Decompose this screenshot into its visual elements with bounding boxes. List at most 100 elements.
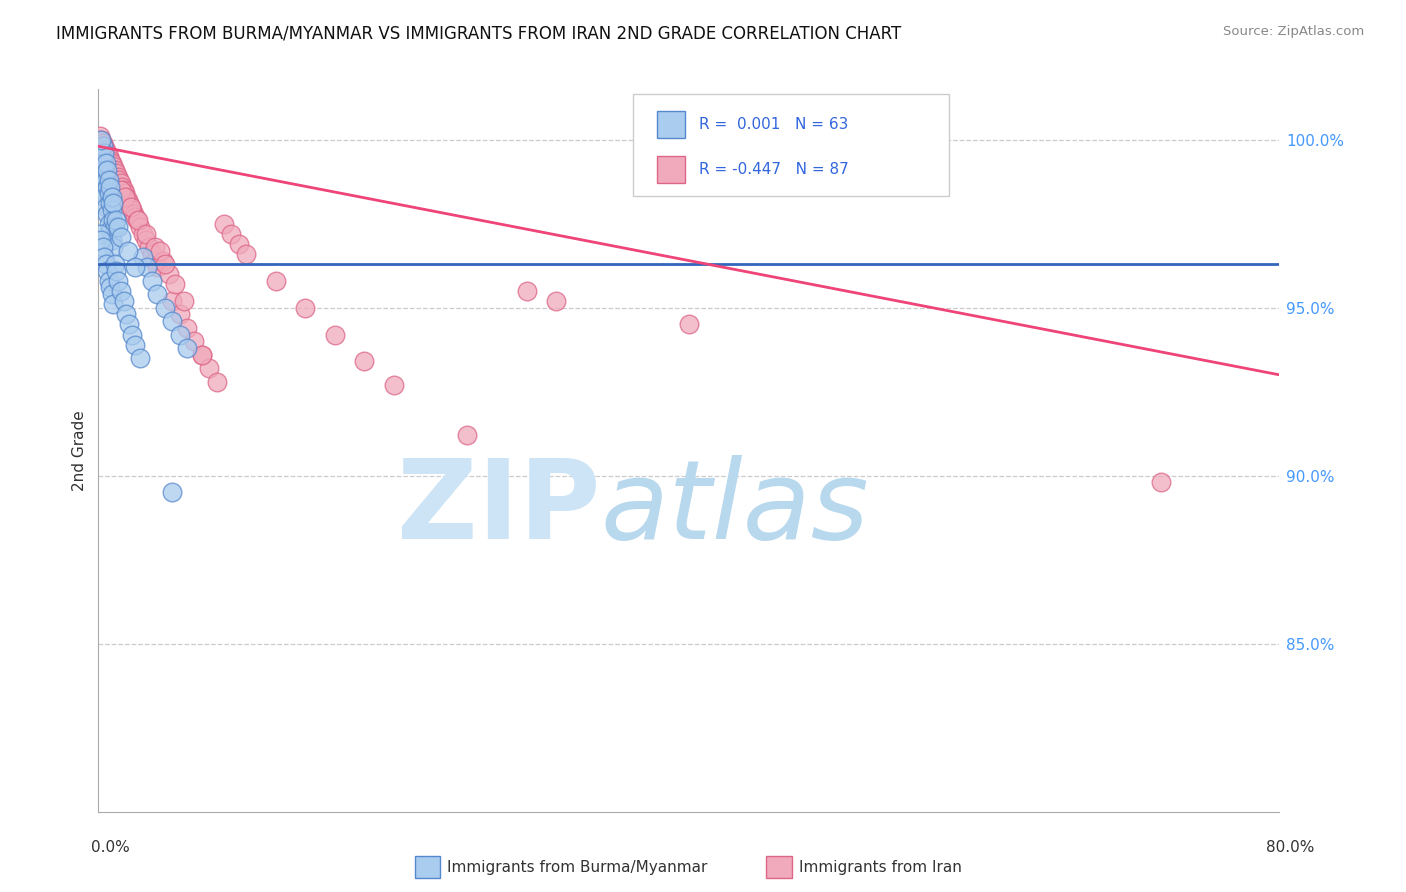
Point	[90, 133, 112, 147]
Point	[212, 217, 235, 231]
Point	[100, 203, 122, 218]
Point	[103, 162, 125, 177]
Point	[146, 260, 169, 275]
Point	[110, 230, 132, 244]
Point	[149, 244, 172, 258]
Point	[96, 156, 118, 170]
Text: R =  0.001   N = 63: R = 0.001 N = 63	[699, 118, 848, 132]
Point	[96, 179, 118, 194]
Point	[221, 227, 243, 241]
Point	[96, 149, 118, 163]
Point	[516, 284, 538, 298]
Point	[157, 267, 180, 281]
Point	[94, 143, 117, 157]
Point	[91, 139, 114, 153]
Point	[90, 136, 112, 150]
Point	[89, 227, 111, 241]
Point	[124, 260, 146, 275]
Point	[108, 173, 131, 187]
Point	[141, 274, 163, 288]
Point	[169, 327, 191, 342]
Text: R = -0.447   N = 87: R = -0.447 N = 87	[699, 162, 849, 177]
Point	[141, 247, 163, 261]
Point	[114, 190, 136, 204]
Point	[104, 219, 127, 234]
Point	[107, 219, 129, 234]
Point	[117, 244, 139, 258]
Point	[91, 240, 114, 254]
Point	[162, 485, 183, 500]
Point	[90, 149, 112, 163]
Point	[98, 153, 121, 167]
Point	[121, 203, 143, 218]
Point	[169, 307, 191, 321]
Point	[112, 293, 135, 308]
Point	[98, 162, 121, 177]
Point	[135, 234, 157, 248]
Point	[115, 190, 138, 204]
Point	[89, 139, 111, 153]
Point	[128, 351, 150, 365]
Point	[107, 274, 129, 288]
Point	[103, 297, 125, 311]
Point	[1150, 475, 1173, 490]
Point	[122, 206, 145, 220]
Point	[165, 277, 187, 292]
Point	[90, 173, 112, 187]
Point	[100, 190, 122, 204]
Point	[96, 146, 118, 161]
Point	[98, 223, 121, 237]
Point	[103, 240, 125, 254]
Point	[103, 169, 125, 184]
Point	[90, 143, 112, 157]
Point	[104, 257, 127, 271]
Point	[228, 236, 250, 251]
Point	[100, 156, 122, 170]
Point	[191, 348, 214, 362]
Point	[110, 183, 132, 197]
Point	[94, 200, 117, 214]
Text: 0.0%: 0.0%	[91, 840, 131, 855]
Point	[107, 169, 129, 184]
Point	[153, 301, 176, 315]
Text: IMMIGRANTS FROM BURMA/MYANMAR VS IMMIGRANTS FROM IRAN 2ND GRADE CORRELATION CHAR: IMMIGRANTS FROM BURMA/MYANMAR VS IMMIGRA…	[56, 25, 901, 43]
Point	[120, 200, 142, 214]
Point	[96, 263, 118, 277]
Point	[103, 213, 125, 227]
Point	[143, 240, 166, 254]
Point	[138, 240, 160, 254]
Point	[176, 320, 198, 334]
Point	[117, 193, 139, 207]
Text: Immigrants from Iran: Immigrants from Iran	[799, 860, 962, 874]
Point	[97, 186, 120, 201]
Point	[235, 247, 257, 261]
Point	[89, 129, 111, 144]
Point	[91, 146, 114, 161]
Point	[546, 293, 568, 308]
Text: Source: ZipAtlas.com: Source: ZipAtlas.com	[1223, 25, 1364, 38]
Point	[96, 206, 118, 220]
Point	[91, 136, 114, 150]
Point	[97, 149, 120, 163]
Point	[94, 156, 117, 170]
Point	[94, 257, 117, 271]
Point	[100, 234, 122, 248]
Point	[353, 354, 375, 368]
Point	[93, 250, 115, 264]
Point	[89, 133, 111, 147]
Point	[103, 196, 125, 211]
Point	[114, 186, 136, 201]
Point	[93, 143, 115, 157]
Point	[264, 274, 287, 288]
Point	[162, 314, 183, 328]
Point	[136, 260, 159, 275]
Point	[191, 348, 214, 362]
Point	[110, 284, 132, 298]
Point	[323, 327, 346, 342]
Point	[91, 139, 114, 153]
Point	[97, 173, 120, 187]
Point	[132, 227, 155, 241]
Text: atlas: atlas	[600, 455, 869, 562]
Point	[90, 234, 112, 248]
Point	[112, 183, 135, 197]
